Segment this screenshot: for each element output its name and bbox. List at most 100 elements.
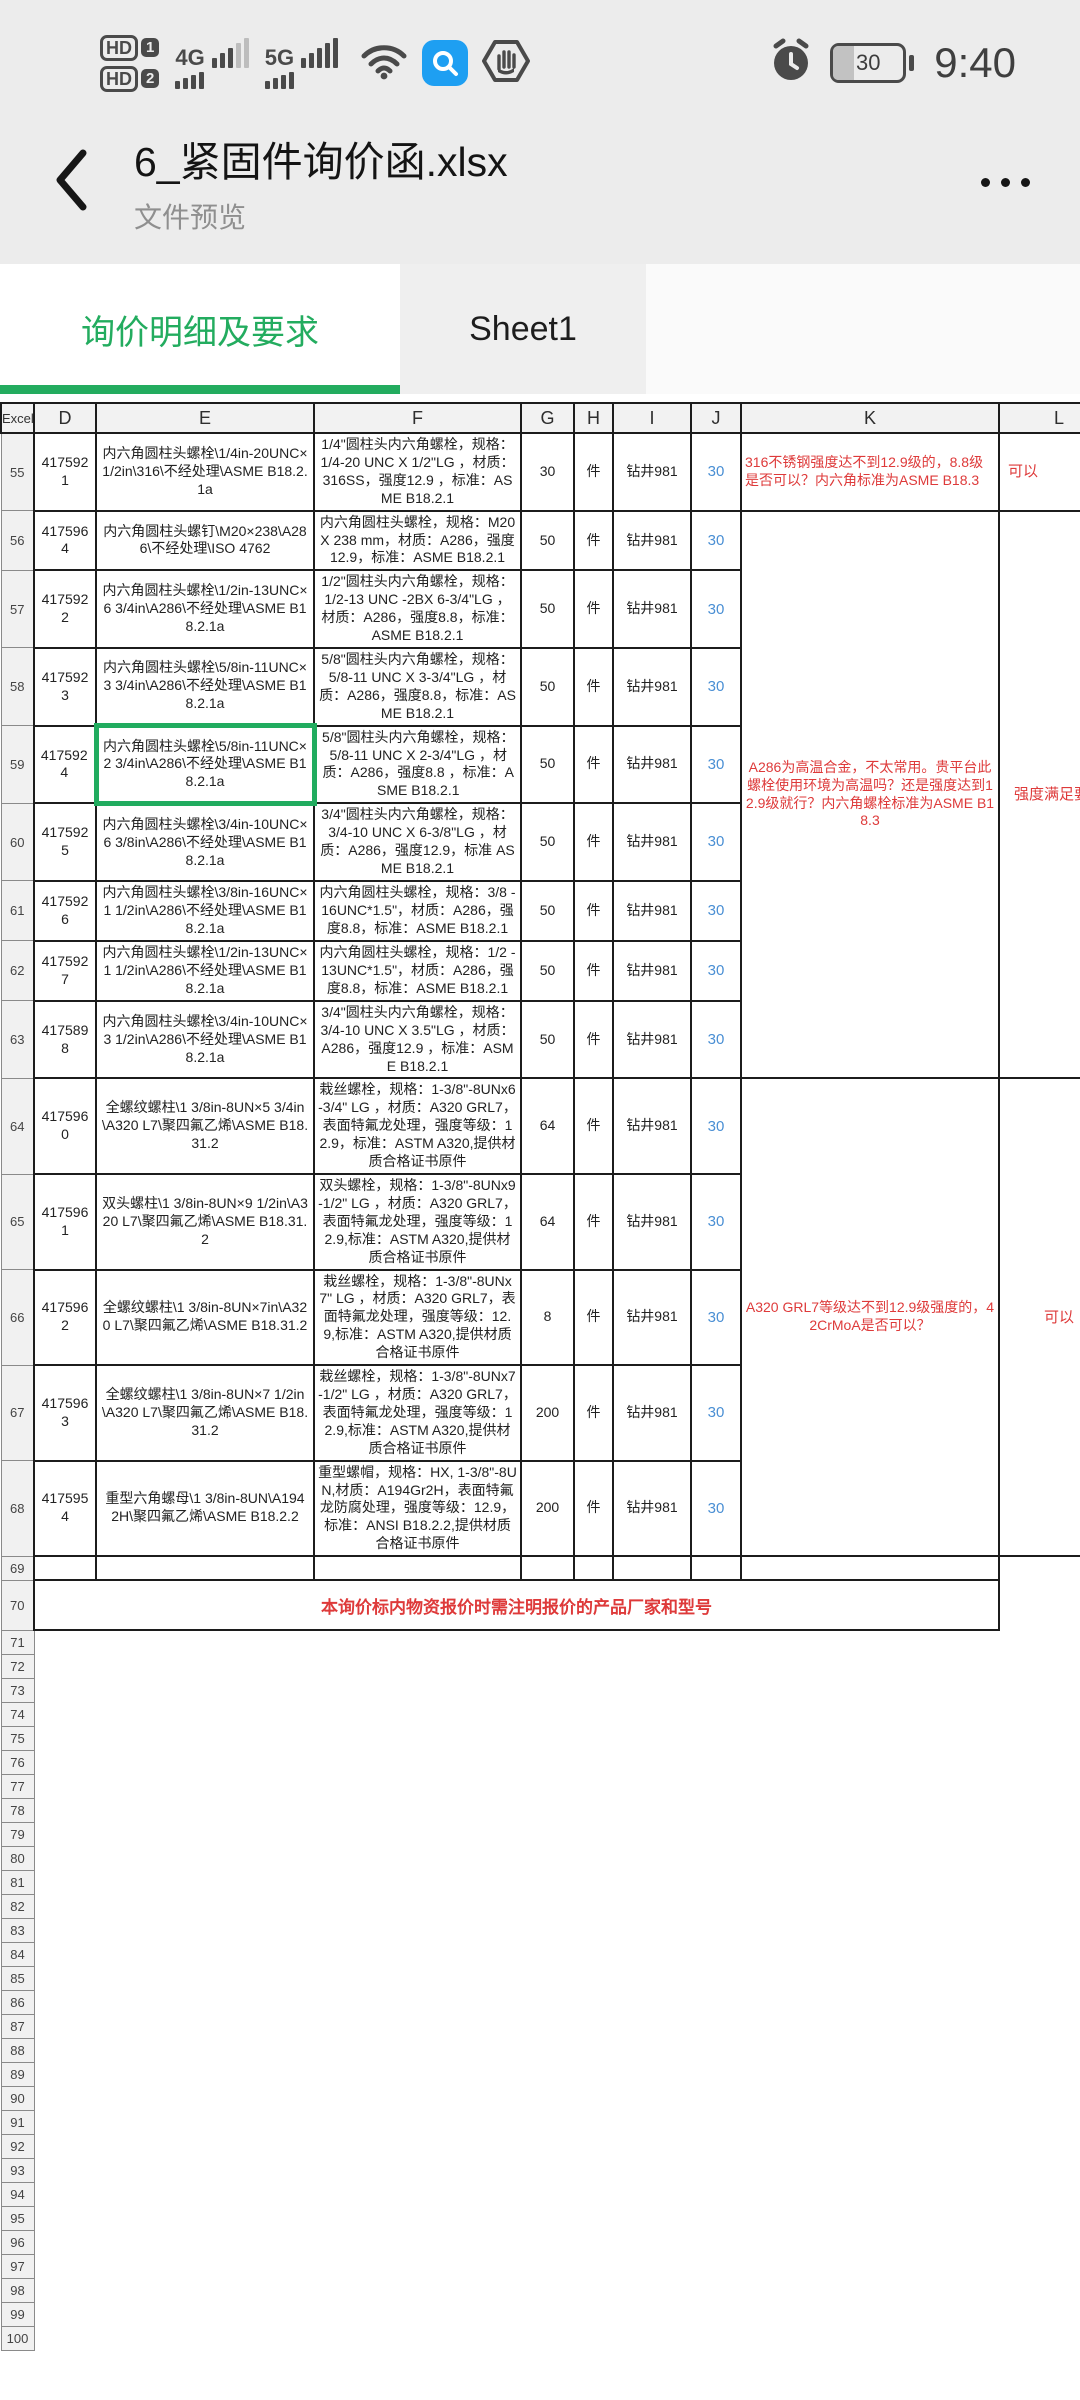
empty-cell[interactable] bbox=[95, 1555, 315, 1582]
cell-dest[interactable]: 钻井981 bbox=[612, 646, 692, 727]
more-menu-button[interactable] bbox=[971, 168, 1040, 197]
cell-spec[interactable]: 内六角圆柱头螺栓，规格：3/8 -16UNC*1.5"，材质：A286，强度8.… bbox=[313, 879, 522, 942]
cell-remark-merged[interactable]: A320 GRL7等级达不到12.9级强度的，42CrMoA是否可以？ bbox=[740, 1077, 1000, 1558]
cell-desc-cn[interactable]: 重型六角螺母\1 3/8in-8UN\A194 2H\聚四氟乙烯\ASME B1… bbox=[95, 1459, 315, 1558]
cell-desc-cn[interactable]: 内六角圆柱头螺栓\1/4in-20UNC×1/2in\316\不经处理\ASME… bbox=[95, 432, 315, 512]
cell-days[interactable]: 30 bbox=[690, 939, 742, 1002]
cell-qty[interactable]: 50 bbox=[520, 802, 575, 882]
tab-inquiry-details[interactable]: 询价明细及要求 bbox=[0, 264, 400, 394]
cell-code[interactable]: 4175927 bbox=[33, 939, 97, 1002]
cell-unit[interactable]: 件 bbox=[573, 432, 614, 512]
cell-days[interactable]: 30 bbox=[690, 432, 742, 512]
cell-spec[interactable]: 双头螺栓，规格：1-3/8"-8UNx9-1/2" LG ，材质：A320 GR… bbox=[313, 1173, 522, 1271]
cell-code[interactable]: 4175921 bbox=[33, 432, 97, 512]
cell-code[interactable]: 4175926 bbox=[33, 879, 97, 942]
cell-code[interactable]: 4175964 bbox=[33, 509, 97, 572]
cell-dest[interactable]: 钻井981 bbox=[612, 1173, 692, 1271]
cell-remark[interactable]: 316不锈钢强度达不到12.9级的，8.8级是否可以？内六角标准为ASME B1… bbox=[740, 432, 1000, 512]
cell-qty[interactable]: 50 bbox=[520, 999, 575, 1080]
cell-qty[interactable]: 30 bbox=[520, 432, 575, 512]
cell-reply[interactable]: 可以 bbox=[998, 432, 1080, 512]
cell-spec[interactable]: 5/8"圆柱头内六角螺栓，规格：5/8-11 UNC X 3-3/4"LG ，材… bbox=[313, 646, 522, 727]
cell-dest[interactable]: 钻井981 bbox=[612, 509, 692, 572]
tab-sheet1[interactable]: Sheet1 bbox=[400, 264, 646, 394]
cell-unit[interactable]: 件 bbox=[573, 999, 614, 1080]
cell-qty[interactable]: 200 bbox=[520, 1459, 575, 1558]
cell-unit[interactable]: 件 bbox=[573, 879, 614, 942]
cell-dest[interactable]: 钻井981 bbox=[612, 879, 692, 942]
cell-desc-cn[interactable]: 内六角圆柱头螺钉\M20×238\A286\不经处理\ISO 4762 bbox=[95, 509, 315, 572]
cell-days[interactable]: 30 bbox=[690, 646, 742, 727]
cell-unit[interactable]: 件 bbox=[573, 569, 614, 649]
cell-qty[interactable]: 50 bbox=[520, 509, 575, 572]
cell-unit[interactable]: 件 bbox=[573, 724, 614, 805]
cell-unit[interactable]: 件 bbox=[573, 1364, 614, 1462]
cell-code[interactable]: 4175922 bbox=[33, 569, 97, 649]
cell-unit[interactable]: 件 bbox=[573, 1268, 614, 1367]
cell-days[interactable]: 30 bbox=[690, 879, 742, 942]
cell-qty[interactable]: 50 bbox=[520, 939, 575, 1002]
cell-spec[interactable]: 重型螺帽，规格：HX, 1-3/8"-8UN,材质：A194Gr2H，表面特氟龙… bbox=[313, 1459, 522, 1558]
cell-dest[interactable]: 钻井981 bbox=[612, 802, 692, 882]
cell-days[interactable]: 30 bbox=[690, 1459, 742, 1558]
cell-desc-cn[interactable]: 全螺纹螺柱\1 3/8in-8UN×7in\A320 L7\聚四氟乙烯\ASME… bbox=[95, 1268, 315, 1367]
cell-reply-merged[interactable]: 强度满足要求 bbox=[998, 509, 1080, 1080]
cell-unit[interactable]: 件 bbox=[573, 1459, 614, 1558]
empty-cell[interactable] bbox=[690, 1555, 742, 1582]
cell-code[interactable]: 4175960 bbox=[33, 1077, 97, 1175]
cell-spec[interactable]: 栽丝螺栓，规格：1-3/8"-8UNx7" LG ，材质：A320 GRL7，表… bbox=[313, 1268, 522, 1367]
cell-desc-cn[interactable]: 内六角圆柱头螺栓\3/4in-10UNC×6 3/8in\A286\不经处理\A… bbox=[95, 802, 315, 882]
cell-qty[interactable]: 50 bbox=[520, 879, 575, 942]
cell-dest[interactable]: 钻井981 bbox=[612, 1364, 692, 1462]
cell-reply-merged[interactable]: 可以 bbox=[998, 1077, 1080, 1558]
back-button[interactable] bbox=[46, 141, 96, 224]
cell-code[interactable]: 4175961 bbox=[33, 1173, 97, 1271]
cell-code[interactable]: 4175898 bbox=[33, 999, 97, 1080]
cell-qty[interactable]: 50 bbox=[520, 646, 575, 727]
cell-days[interactable]: 30 bbox=[690, 1268, 742, 1367]
cell-qty[interactable]: 64 bbox=[520, 1173, 575, 1271]
cell-desc-cn[interactable]: 内六角圆柱头螺栓\1/2in-13UNC×6 3/4in\A286\不经处理\A… bbox=[95, 569, 315, 649]
cell-spec[interactable]: 栽丝螺栓，规格：1-3/8"-8UNx7-1/2" LG ，材质：A320 GR… bbox=[313, 1364, 522, 1462]
cell-spec[interactable]: 1/4"圆柱头内六角螺栓，规格：1/4-20 UNC X 1/2"LG ，材质：… bbox=[313, 432, 522, 512]
empty-cell[interactable] bbox=[740, 1555, 1000, 1582]
selected-cell[interactable]: 内六角圆柱头螺栓\5/8in-11UNC×2 3/4in\A286\不经处理\A… bbox=[93, 723, 317, 806]
cell-days[interactable]: 30 bbox=[690, 1173, 742, 1271]
empty-cell[interactable] bbox=[612, 1555, 692, 1582]
cell-dest[interactable]: 钻井981 bbox=[612, 724, 692, 805]
cell-desc-cn[interactable]: 内六角圆柱头螺栓\1/2in-13UNC×1 1/2in\A286\不经处理\A… bbox=[95, 939, 315, 1002]
cell-code[interactable]: 4175924 bbox=[33, 724, 97, 805]
cell-spec[interactable]: 内六角圆柱头螺栓，规格：M20 X 238 mm，材质：A286，强度12.9，… bbox=[313, 509, 522, 572]
cell-dest[interactable]: 钻井981 bbox=[612, 1077, 692, 1175]
cell-code[interactable]: 4175962 bbox=[33, 1268, 97, 1367]
cell-unit[interactable]: 件 bbox=[573, 509, 614, 572]
cell-desc-cn[interactable]: 全螺纹螺柱\1 3/8in-8UN×7 1/2in\A320 L7\聚四氟乙烯\… bbox=[95, 1364, 315, 1462]
empty-cell[interactable] bbox=[33, 1555, 97, 1582]
cell-spec[interactable]: 内六角圆柱头螺栓，规格：1/2 -13UNC*1.5"，材质：A286，强度8.… bbox=[313, 939, 522, 1002]
cell-days[interactable]: 30 bbox=[690, 999, 742, 1080]
cell-days[interactable]: 30 bbox=[690, 1364, 742, 1462]
cell-spec[interactable]: 3/4"圆柱头内六角螺栓，规格：3/4-10 UNC X 3.5"LG ，材质：… bbox=[313, 999, 522, 1080]
cell-dest[interactable]: 钻井981 bbox=[612, 432, 692, 512]
cell-unit[interactable]: 件 bbox=[573, 1077, 614, 1175]
cell-qty[interactable]: 50 bbox=[520, 569, 575, 649]
cell-spec[interactable]: 栽丝螺栓，规格：1-3/8"-8UNx6-3/4" LG ，材质：A320 GR… bbox=[313, 1077, 522, 1175]
cell-unit[interactable]: 件 bbox=[573, 802, 614, 882]
cell-desc-cn[interactable]: 内六角圆柱头螺栓\5/8in-11UNC×3 3/4in\A286\不经处理\A… bbox=[95, 646, 315, 727]
cell-dest[interactable]: 钻井981 bbox=[612, 999, 692, 1080]
cell-days[interactable]: 30 bbox=[690, 1077, 742, 1175]
cell-unit[interactable]: 件 bbox=[573, 1173, 614, 1271]
cell-code[interactable]: 4175954 bbox=[33, 1459, 97, 1558]
cell-days[interactable]: 30 bbox=[690, 569, 742, 649]
cell-days[interactable]: 30 bbox=[690, 509, 742, 572]
cell-qty[interactable]: 50 bbox=[520, 724, 575, 805]
cell-days[interactable]: 30 bbox=[690, 802, 742, 882]
cell-dest[interactable]: 钻井981 bbox=[612, 569, 692, 649]
cell-qty[interactable]: 200 bbox=[520, 1364, 575, 1462]
empty-cell[interactable] bbox=[573, 1555, 614, 1582]
cell-dest[interactable]: 钻井981 bbox=[612, 939, 692, 1002]
cell-spec[interactable]: 1/2"圆柱头内六角螺栓，规格：1/2-13 UNC -2BX 6-3/4"LG… bbox=[313, 569, 522, 649]
cell-spec[interactable]: 5/8"圆柱头内六角螺栓，规格：5/8-11 UNC X 2-3/4"LG ，材… bbox=[313, 724, 522, 805]
cell-desc-cn[interactable]: 全螺纹螺柱\1 3/8in-8UN×5 3/4in\A320 L7\聚四氟乙烯\… bbox=[95, 1077, 315, 1175]
cell-remark-merged[interactable]: A286为高温合金，不太常用。贵平台此螺栓使用环境为高温吗？还是强度达到12.9… bbox=[740, 509, 1000, 1080]
